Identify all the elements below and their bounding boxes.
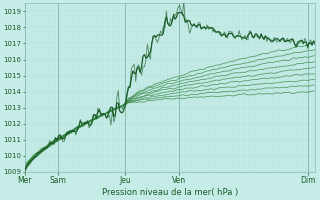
X-axis label: Pression niveau de la mer( hPa ): Pression niveau de la mer( hPa ) [102,188,238,197]
